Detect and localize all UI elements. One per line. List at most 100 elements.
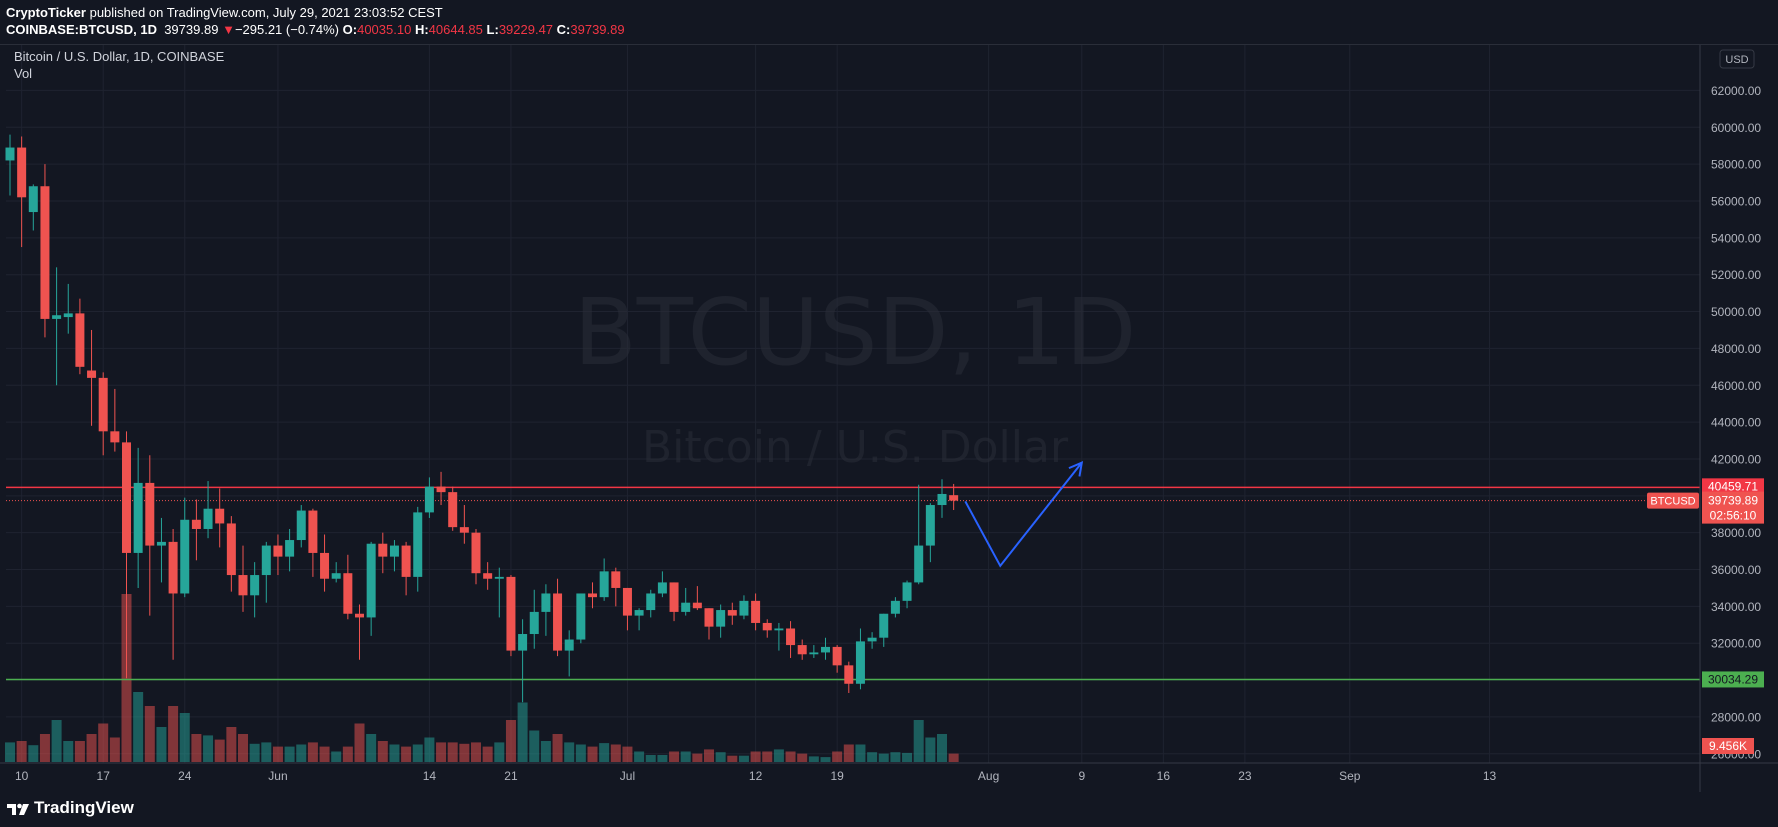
candle-body: [786, 628, 796, 646]
candle-body: [401, 545, 411, 577]
volume-bar: [214, 739, 225, 762]
volume-bar: [564, 742, 575, 762]
volume-bar: [168, 706, 179, 762]
volume-bar: [937, 734, 947, 762]
time-tick-label: 14: [423, 769, 437, 783]
candle-body: [145, 482, 155, 546]
candle-body: [646, 593, 656, 611]
time-tick-label: Jul: [620, 769, 635, 783]
volume-bar: [307, 742, 318, 762]
high-label: H:: [414, 22, 429, 37]
candle-body: [110, 431, 120, 443]
volume-bar: [191, 734, 202, 762]
volume-bar: [226, 727, 237, 762]
volume-bar: [855, 744, 866, 762]
volume-bar: [296, 744, 307, 762]
candle-body: [180, 519, 190, 594]
support-tag: 30034.29: [1708, 672, 1758, 686]
price-chart[interactable]: BTCUSD, 1D Bitcoin / U.S. Dollar 26000.0…: [0, 44, 1778, 792]
last-price-tag-bg: [1702, 491, 1764, 524]
candle-body: [494, 576, 504, 579]
last-value: 39739.89: [164, 22, 219, 37]
price-tick-label: 46000.00: [1711, 379, 1761, 393]
candle-body: [727, 610, 737, 616]
volume-bar: [529, 730, 540, 762]
high-value: 40644.85: [428, 22, 483, 37]
price-tick-label: 62000.00: [1711, 84, 1761, 98]
candle-body: [168, 541, 178, 594]
time-tick-label: 24: [178, 769, 192, 783]
time-tick-label: 23: [1238, 769, 1252, 783]
candle-body: [191, 519, 201, 529]
candle-body: [762, 622, 772, 631]
candle-body: [320, 552, 330, 579]
close-value: 39739.89: [570, 22, 625, 37]
volume-bar: [797, 753, 808, 762]
candle-body: [704, 608, 714, 627]
candle-body: [285, 540, 295, 557]
volume-bar: [28, 745, 39, 762]
candle-body: [797, 645, 807, 655]
candle-body: [914, 545, 924, 583]
time-tick-label: 17: [97, 769, 111, 783]
candle-body: [424, 486, 434, 513]
volume-bar: [785, 751, 796, 762]
candle-body: [518, 634, 528, 651]
time-tick-label: 19: [830, 769, 844, 783]
volume-bar: [750, 751, 761, 762]
volume-bar: [203, 735, 214, 762]
volume-bar: [669, 751, 680, 762]
tradingview-brand[interactable]: TradingView: [34, 798, 134, 817]
candles: [5, 134, 959, 703]
open-value: 40035.10: [357, 22, 412, 37]
price-tick-label: 32000.00: [1711, 637, 1761, 651]
candle-body: [261, 545, 271, 576]
candle-body: [599, 571, 609, 598]
projection-arrowhead[interactable]: [1068, 461, 1084, 477]
volume-legend[interactable]: Vol: [14, 66, 32, 81]
candle-body: [471, 532, 481, 574]
volume-bar: [948, 753, 959, 762]
price-tick-label: 50000.00: [1711, 305, 1761, 319]
projection-path[interactable]: [964, 461, 1084, 568]
projection-line[interactable]: [964, 462, 1083, 568]
time-tick-label: 13: [1483, 769, 1497, 783]
resistance-tag: 40459.71: [1708, 479, 1758, 493]
candle-body: [611, 571, 621, 588]
volume-bar: [587, 746, 598, 762]
low-value: 39229.47: [498, 22, 554, 37]
volume-bar: [284, 746, 295, 762]
volume-bar: [715, 752, 726, 762]
candle-body: [553, 593, 563, 651]
candle-body: [122, 442, 131, 553]
change-value: −295.21 (−0.74%): [234, 22, 340, 37]
volume-bar: [179, 713, 190, 762]
candle-body: [436, 486, 446, 493]
price-tick-label: 52000.00: [1711, 268, 1761, 282]
price-tick-label: 44000.00: [1711, 416, 1761, 430]
candle-body: [226, 523, 236, 576]
volume-bar: [39, 734, 50, 762]
volume-bar: [156, 727, 167, 762]
candle-body: [459, 527, 469, 533]
volume-bar: [645, 755, 656, 762]
volume-bar: [482, 746, 493, 762]
candle-body: [716, 610, 726, 627]
volume-bar: [843, 744, 854, 762]
time-axis[interactable]: 10 17 24 Jun 14 21 Jul 12 19 Aug 9 16 23 Sep 13: [15, 769, 1497, 783]
candle-body: [75, 313, 85, 367]
publisher-name[interactable]: CryptoTicker: [6, 5, 86, 20]
candle-body: [273, 545, 283, 557]
volume-tag: 9.456K: [1709, 739, 1747, 753]
candle-body: [681, 602, 691, 612]
candle-body: [774, 628, 784, 631]
candle-body: [203, 508, 213, 529]
volume-bar: [86, 734, 97, 762]
price-tick-label: 54000.00: [1711, 231, 1761, 245]
volume-bar: [238, 734, 248, 762]
volume-bar: [261, 742, 272, 762]
candle-body: [5, 147, 15, 161]
candle-body: [296, 510, 306, 541]
time-tick-label: 21: [504, 769, 518, 783]
chart-title[interactable]: Bitcoin / U.S. Dollar, 1D, COINBASE: [14, 49, 225, 64]
